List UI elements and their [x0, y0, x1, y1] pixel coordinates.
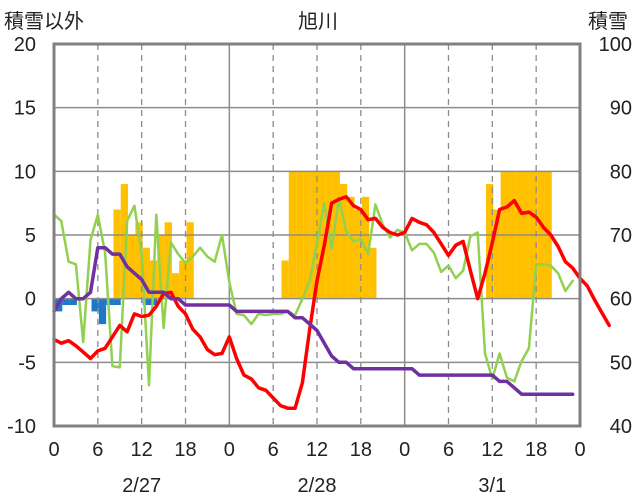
plot-frame: [52, 42, 582, 428]
x-tick-label: 12: [131, 439, 153, 461]
y-left-tick-label: -10: [7, 416, 36, 438]
precip-bar: [171, 273, 180, 299]
x-tick-label: 6: [268, 439, 279, 461]
y-right-tick-label: 50: [610, 352, 632, 374]
y-right-tick-label: 70: [610, 225, 632, 247]
x-tick-label: 0: [399, 439, 410, 461]
negative-bar: [91, 298, 99, 312]
negative-bar: [113, 298, 121, 306]
precip-bar: [493, 209, 501, 299]
precip-bar: [369, 247, 377, 299]
precip-bar: [486, 184, 494, 299]
precip-bar: [354, 209, 362, 299]
left-axis-title: 積雪以外: [4, 9, 84, 33]
day-label: 3/1: [478, 475, 506, 497]
series-layer: [52, 195, 611, 410]
y-right-tick-label: 80: [610, 161, 632, 183]
x-tick-label: 18: [350, 439, 372, 461]
y-left-tick-label: 15: [14, 98, 36, 120]
y-right-tick-label: 90: [610, 98, 632, 120]
precip-bar: [281, 260, 289, 299]
negative-bar: [62, 298, 70, 306]
precip-bar: [120, 184, 129, 299]
precip-bar: [179, 260, 187, 299]
plot-border: [52, 42, 582, 428]
precip-bar: [339, 184, 348, 299]
x-tick-label: 0: [224, 439, 235, 461]
y-left-tick-label: 0: [25, 289, 36, 311]
y-left-tick-label: -5: [18, 352, 36, 374]
snow-depth-line: [52, 245, 575, 396]
y-right-tick-label: 40: [610, 416, 632, 438]
day-label: 2/27: [122, 475, 161, 497]
precip-bar: [157, 235, 165, 299]
x-tick-label: 6: [443, 439, 454, 461]
right-axis-title: 積雪: [588, 9, 628, 33]
negative-bar: [69, 298, 77, 306]
y-left-tick-label: 5: [25, 225, 36, 247]
precip-bar: [128, 235, 136, 299]
green-series-line: [52, 196, 574, 387]
negative-bar: [142, 298, 150, 306]
x-tick-label: 6: [92, 439, 103, 461]
temperature-line: [52, 195, 611, 410]
x-tick-label: 18: [525, 439, 547, 461]
chart-title: 旭川: [298, 9, 338, 33]
y-left-tick-label: 20: [14, 34, 36, 56]
x-tick-label: 0: [574, 439, 585, 461]
negative-bar: [106, 298, 114, 306]
y-left-tick-label: 10: [14, 161, 36, 183]
y-right-tick-label: 100: [599, 34, 632, 56]
x-tick-label: 12: [306, 439, 328, 461]
x-tick-label: 18: [174, 439, 196, 461]
x-tick-label: 12: [481, 439, 503, 461]
y-right-tick-label: 60: [610, 289, 632, 311]
precip-bar: [135, 222, 143, 299]
day-label: 2/28: [298, 475, 337, 497]
precip-bar: [142, 247, 150, 299]
negative-bar: [98, 298, 107, 325]
precip-bar: [347, 196, 355, 299]
x-tick-label: 0: [48, 439, 59, 461]
